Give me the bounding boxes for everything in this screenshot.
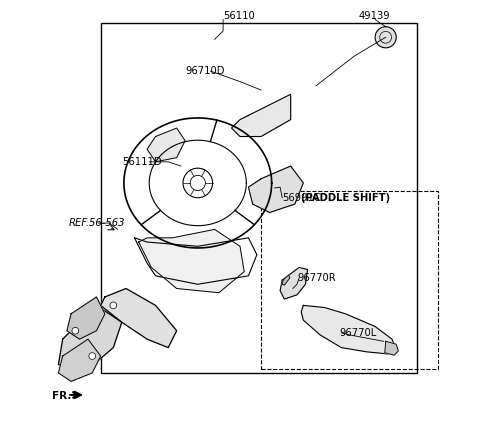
Polygon shape xyxy=(59,306,122,373)
Polygon shape xyxy=(280,267,308,299)
Text: 49139: 49139 xyxy=(358,11,390,21)
Polygon shape xyxy=(67,297,105,339)
Polygon shape xyxy=(59,339,101,381)
Polygon shape xyxy=(231,94,291,136)
Text: REF.56-563: REF.56-563 xyxy=(69,218,125,228)
Circle shape xyxy=(375,27,396,48)
Bar xyxy=(101,23,417,373)
Polygon shape xyxy=(139,230,244,293)
Circle shape xyxy=(89,353,96,360)
Polygon shape xyxy=(101,289,177,348)
Polygon shape xyxy=(385,341,398,355)
Bar xyxy=(261,191,438,369)
Text: (PADDLE SHIFT): (PADDLE SHIFT) xyxy=(301,193,390,203)
Circle shape xyxy=(110,302,117,309)
Polygon shape xyxy=(249,166,303,212)
Polygon shape xyxy=(282,275,290,285)
Text: 56991C: 56991C xyxy=(282,193,321,203)
Text: FR.: FR. xyxy=(52,391,72,401)
Text: 96770R: 96770R xyxy=(297,273,336,283)
Polygon shape xyxy=(301,306,396,354)
Text: 96710D: 96710D xyxy=(185,66,225,76)
Polygon shape xyxy=(147,128,185,162)
Circle shape xyxy=(72,327,79,334)
Text: 56111D: 56111D xyxy=(122,157,161,167)
Text: 96770L: 96770L xyxy=(339,328,376,338)
Text: 56110: 56110 xyxy=(223,11,255,21)
